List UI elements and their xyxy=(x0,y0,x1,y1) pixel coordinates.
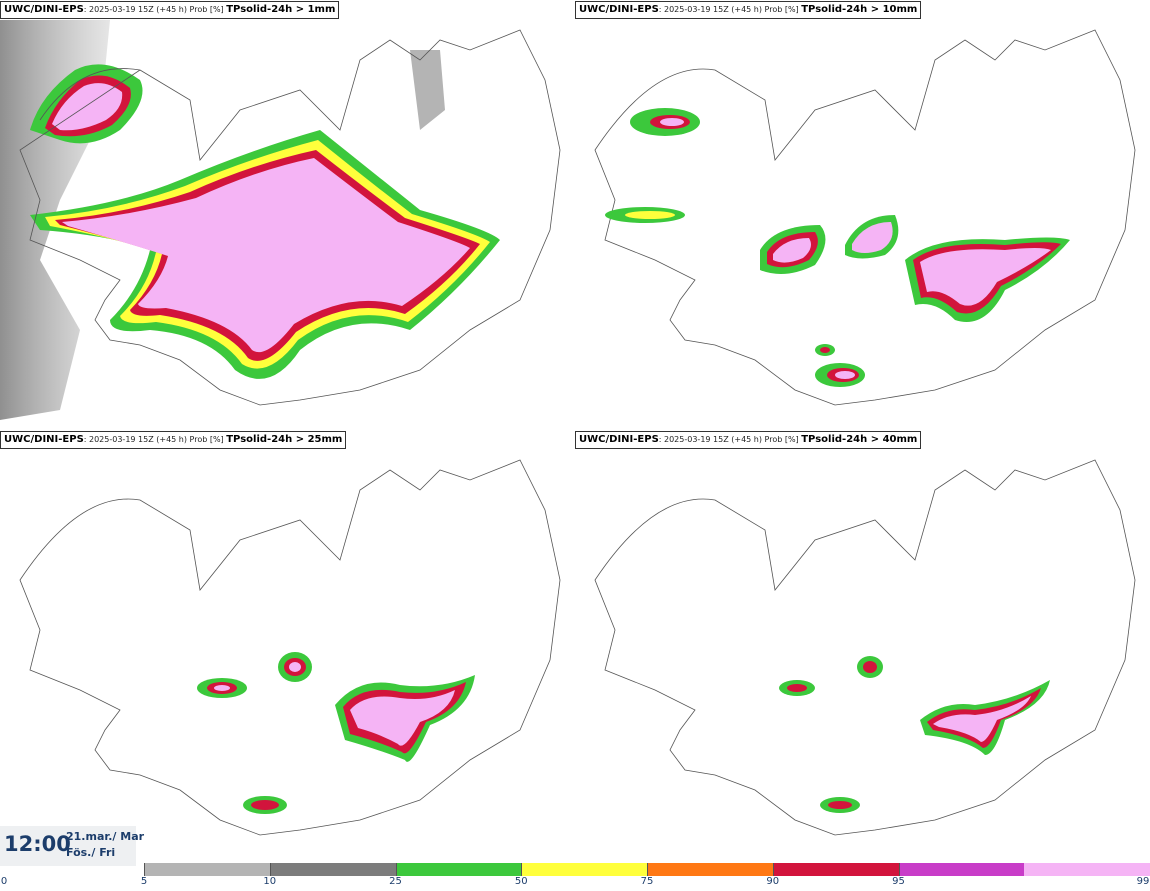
colorbar-segment xyxy=(647,863,774,876)
colorbar-tick-label: 10 xyxy=(263,876,277,887)
meta-label: : 2025-03-19 15Z (+45 h) Prob [%] xyxy=(658,5,802,14)
colorbar-tick-label: 0 xyxy=(0,876,8,887)
field-label: TPsolid-24h > 10mm xyxy=(801,4,918,15)
colorbar-tick-line xyxy=(395,863,397,876)
iceland-probability-map xyxy=(594,459,1136,836)
colorbar-segment xyxy=(521,863,648,876)
colorbar-tick-line xyxy=(269,863,271,876)
source-label: UWC/DINI-EPS xyxy=(579,4,659,15)
colorbar-tick-label: 75 xyxy=(640,876,654,887)
iceland-probability-map xyxy=(594,29,1136,406)
source-label: UWC/DINI-EPS xyxy=(579,434,659,445)
source-label: UWC/DINI-EPS xyxy=(4,4,84,15)
colorbar-tick-label: 25 xyxy=(389,876,402,887)
colorbar-segment xyxy=(772,863,899,876)
colorbar-tick-label: 95 xyxy=(892,876,905,887)
colorbar-tick-line xyxy=(898,863,900,876)
colorbar-tick-line xyxy=(521,863,523,876)
valid-time-box xyxy=(0,826,136,866)
colorbar-segment xyxy=(395,863,522,876)
map-panel-1mm: UWC/DINI-EPS: 2025-03-19 15Z (+45 h) Pro… xyxy=(0,0,575,430)
source-label: UWC/DINI-EPS xyxy=(4,434,84,445)
colorbar-tick-label: 90 xyxy=(766,876,780,887)
field-label: TPsolid-24h > 25mm xyxy=(226,434,343,445)
iceland-probability-map xyxy=(0,20,561,420)
meta-label: : 2025-03-19 15Z (+45 h) Prob [%] xyxy=(658,435,802,444)
probability-colorbar xyxy=(144,863,1150,876)
colorbar-tick-line xyxy=(647,863,648,876)
panel-title: UWC/DINI-EPS: 2025-03-19 15Z (+45 h) Pro… xyxy=(575,1,922,19)
meta-label: : 2025-03-19 15Z (+45 h) Prob [%] xyxy=(83,435,227,444)
colorbar-segment xyxy=(269,863,396,876)
valid-time: 12:00 xyxy=(4,832,71,856)
colorbar-tick-label: 50 xyxy=(514,876,528,887)
colorbar-tick-label: 99 xyxy=(1136,876,1150,887)
colorbar-tick-line xyxy=(144,863,145,876)
map-panel-25mm: UWC/DINI-EPS: 2025-03-19 15Z (+45 h) Pro… xyxy=(0,430,575,860)
meta-label: : 2025-03-19 15Z (+45 h) Prob [%] xyxy=(83,5,227,14)
colorbar-segment xyxy=(1024,863,1150,876)
panel-title: UWC/DINI-EPS: 2025-03-19 15Z (+45 h) Pro… xyxy=(0,1,340,19)
colorbar-segment xyxy=(898,863,1025,876)
iceland-probability-map xyxy=(19,459,561,836)
panel-title: UWC/DINI-EPS: 2025-03-19 15Z (+45 h) Pro… xyxy=(0,431,347,449)
map-panel-10mm: UWC/DINI-EPS: 2025-03-19 15Z (+45 h) Pro… xyxy=(575,0,1150,430)
field-label: TPsolid-24h > 40mm xyxy=(801,434,918,445)
valid-weekday: Fös./ Fri xyxy=(66,846,116,859)
valid-date: 21.mar./ Mar xyxy=(66,830,145,843)
colorbar-segment xyxy=(144,863,271,876)
colorbar-tick-label: 5 xyxy=(140,876,148,887)
map-panel-40mm: UWC/DINI-EPS: 2025-03-19 15Z (+45 h) Pro… xyxy=(575,430,1150,860)
field-label: TPsolid-24h > 1mm xyxy=(226,4,336,15)
panel-title: UWC/DINI-EPS: 2025-03-19 15Z (+45 h) Pro… xyxy=(575,431,922,449)
colorbar-tick-line xyxy=(772,863,774,876)
